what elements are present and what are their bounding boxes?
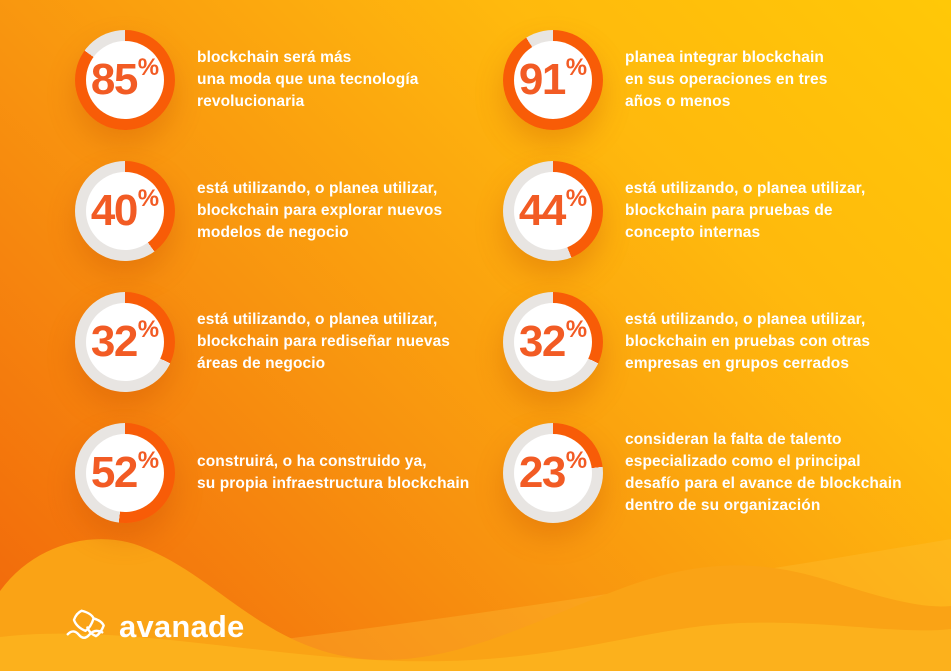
avanade-logo-icon: [66, 609, 105, 640]
donut-hole: 85%: [86, 40, 164, 119]
donut-chart: 23%: [503, 422, 603, 523]
background-waves: [0, 539, 951, 671]
donut-hole: 91%: [514, 40, 592, 119]
percent-sign: %: [137, 53, 160, 81]
stat-description: blockchain será más una moda que una tec…: [197, 48, 419, 110]
stat-description: está utilizando, o planea utilizar, bloc…: [625, 310, 871, 372]
donut-chart: 32%: [75, 291, 175, 392]
donut-hole: 52%: [86, 433, 164, 512]
stat-description: planea integrar blockchain en sus operac…: [625, 48, 828, 110]
stat-percent: 40: [90, 185, 138, 235]
wave-front: [0, 622, 951, 671]
percent-sign: %: [565, 184, 588, 212]
donut-chart: 44%: [503, 160, 603, 261]
stat-item: 91% planea integrar blockchain en sus op…: [503, 14, 943, 145]
stat-description: construirá, o ha construido ya, su propi…: [197, 452, 470, 492]
stats-grid: 85% blockchain será más una moda que una…: [75, 14, 943, 538]
donut-chart: 85%: [75, 29, 175, 130]
donut-chart: 32%: [503, 291, 603, 392]
stat-description: está utilizando, o planea utilizar, bloc…: [625, 179, 866, 241]
stat-item: 32% está utilizando, o planea utilizar, …: [75, 276, 503, 407]
donut-chart: 40%: [75, 160, 175, 261]
avanade-logo: avanade: [62, 605, 244, 651]
stat-percent: 91: [518, 54, 566, 104]
percent-sign: %: [565, 446, 588, 474]
percent-sign: %: [137, 446, 160, 474]
percent-sign: %: [137, 184, 160, 212]
stat-percent: 32: [518, 316, 566, 366]
stat-percent: 44: [518, 185, 566, 235]
donut-hole: 40%: [86, 171, 164, 250]
stat-percent: 85: [90, 54, 138, 104]
stat-description: está utilizando, o planea utilizar, bloc…: [197, 310, 451, 372]
stat-item: 44% está utilizando, o planea utilizar, …: [503, 145, 943, 276]
donut-chart: 91%: [503, 29, 603, 130]
donut-hole: 32%: [86, 302, 164, 381]
donut-hole: 23%: [514, 433, 592, 512]
stat-description: consideran la falta de talento especiali…: [625, 430, 902, 514]
donut-hole: 32%: [514, 302, 592, 381]
stat-item: 40% está utilizando, o planea utilizar, …: [75, 145, 503, 276]
avanade-wordmark: avanade: [119, 608, 245, 644]
percent-sign: %: [137, 315, 160, 343]
stat-item: 32% está utilizando, o planea utilizar, …: [503, 276, 943, 407]
percent-sign: %: [565, 53, 588, 81]
percent-sign: %: [565, 315, 588, 343]
stat-percent: 52: [90, 447, 138, 497]
stat-item: 23% consideran la falta de talento espec…: [503, 407, 943, 538]
donut-chart: 52%: [75, 422, 175, 523]
stat-item: 85% blockchain será más una moda que una…: [75, 14, 503, 145]
stat-percent: 23: [518, 447, 566, 497]
donut-hole: 44%: [514, 171, 592, 250]
stat-description: está utilizando, o planea utilizar, bloc…: [197, 179, 443, 241]
stat-percent: 32: [90, 316, 138, 366]
stat-item: 52% construirá, o ha construido ya, su p…: [75, 407, 503, 538]
